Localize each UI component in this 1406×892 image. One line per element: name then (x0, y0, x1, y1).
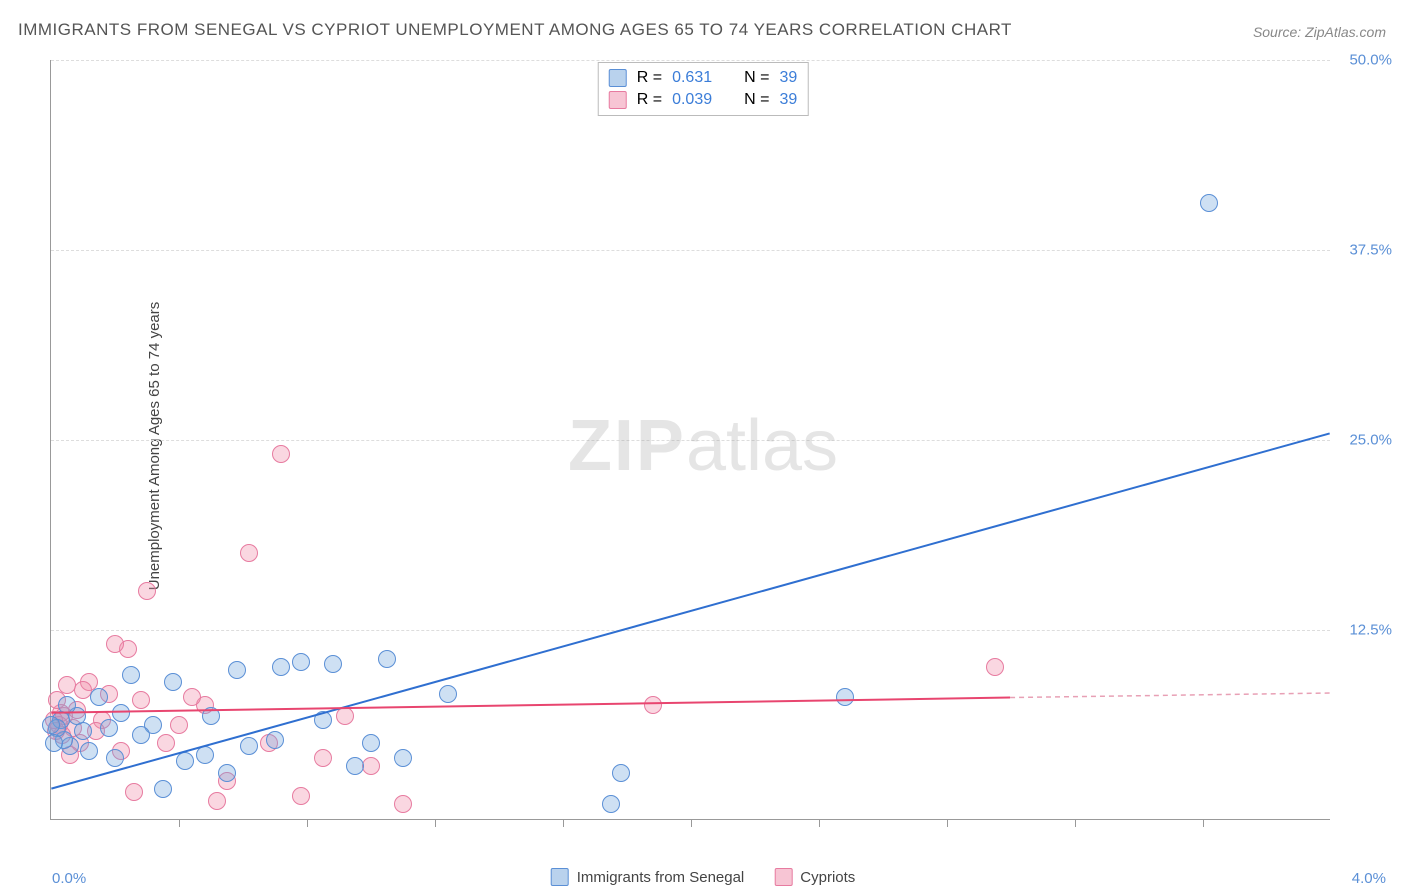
cypriots-point (394, 795, 412, 813)
senegal-point (292, 653, 310, 671)
legend-r-label: R = (637, 91, 662, 109)
senegal-point (439, 685, 457, 703)
x-tick (179, 819, 180, 827)
senegal-point (196, 746, 214, 764)
senegal-point (228, 661, 246, 679)
x-axis-max-label: 4.0% (1352, 870, 1386, 887)
plot-area: 12.5%25.0%37.5%50.0% (50, 60, 1330, 820)
cypriots-point (125, 783, 143, 801)
senegal-point (154, 780, 172, 798)
y-tick-label: 37.5% (1349, 242, 1392, 259)
x-tick (563, 819, 564, 827)
cypriots-point (208, 792, 226, 810)
gridline (51, 440, 1330, 441)
senegal-point (612, 764, 630, 782)
legend-n-label: N = (744, 91, 769, 109)
gridline (51, 60, 1330, 61)
legend-n-value: 39 (779, 91, 797, 109)
gridline (51, 630, 1330, 631)
legend-r-label: R = (637, 69, 662, 87)
y-tick-label: 12.5% (1349, 622, 1392, 639)
cypriots-point (362, 757, 380, 775)
senegal-point (202, 707, 220, 725)
x-tick (435, 819, 436, 827)
cypriots-point (138, 582, 156, 600)
cypriots-point (314, 749, 332, 767)
senegal-point (324, 655, 342, 673)
legend-series: Immigrants from Senegal Cypriots (551, 868, 856, 886)
senegal-point (176, 752, 194, 770)
legend-n-value: 39 (779, 69, 797, 87)
x-tick (1203, 819, 1204, 827)
x-tick (307, 819, 308, 827)
cypriots-point (170, 716, 188, 734)
senegal-point (90, 688, 108, 706)
chart-title: IMMIGRANTS FROM SENEGAL VS CYPRIOT UNEMP… (18, 20, 1012, 40)
cypriots-point (132, 691, 150, 709)
legend-item: Immigrants from Senegal (551, 868, 745, 886)
senegal-point (240, 737, 258, 755)
legend-correlation: R = 0.631 N = 39 R = 0.039 N = 39 (598, 62, 809, 116)
cypriots-point (240, 544, 258, 562)
legend-swatch (551, 868, 569, 886)
x-tick (947, 819, 948, 827)
x-tick (691, 819, 692, 827)
legend-row: R = 0.039 N = 39 (609, 89, 798, 111)
y-tick-label: 50.0% (1349, 52, 1392, 69)
x-axis-min-label: 0.0% (52, 870, 86, 887)
legend-swatch (609, 69, 627, 87)
cypriots-point (292, 787, 310, 805)
senegal-point (106, 749, 124, 767)
senegal-point (42, 716, 60, 734)
legend-r-value: 0.631 (672, 69, 712, 87)
senegal-point (100, 719, 118, 737)
gridline (51, 250, 1330, 251)
cypriots-point (272, 445, 290, 463)
senegal-point (112, 704, 130, 722)
senegal-point (132, 726, 150, 744)
cypriots-point (157, 734, 175, 752)
senegal-point (314, 711, 332, 729)
legend-item: Cypriots (774, 868, 855, 886)
y-tick-label: 25.0% (1349, 432, 1392, 449)
cypriots-point (986, 658, 1004, 676)
senegal-point (164, 673, 182, 691)
senegal-point (45, 734, 63, 752)
legend-row: R = 0.631 N = 39 (609, 67, 798, 89)
cypriots-point (183, 688, 201, 706)
senegal-point (1200, 194, 1218, 212)
x-tick (819, 819, 820, 827)
legend-r-value: 0.039 (672, 91, 712, 109)
source-attribution: Source: ZipAtlas.com (1253, 24, 1386, 40)
senegal-point (362, 734, 380, 752)
senegal-point (266, 731, 284, 749)
cypriots-point (336, 707, 354, 725)
legend-n-label: N = (744, 69, 769, 87)
senegal-point (602, 795, 620, 813)
legend-swatch (774, 868, 792, 886)
senegal-point (346, 757, 364, 775)
legend-swatch (609, 91, 627, 109)
senegal-point (122, 666, 140, 684)
senegal-point (80, 742, 98, 760)
legend-label: Cypriots (800, 869, 855, 886)
legend-label: Immigrants from Senegal (577, 869, 745, 886)
senegal-point (836, 688, 854, 706)
senegal-point (272, 658, 290, 676)
senegal-point (378, 650, 396, 668)
senegal-point (394, 749, 412, 767)
x-tick (1075, 819, 1076, 827)
cypriots-point (644, 696, 662, 714)
senegal-point (218, 764, 236, 782)
cypriots-point (106, 635, 124, 653)
